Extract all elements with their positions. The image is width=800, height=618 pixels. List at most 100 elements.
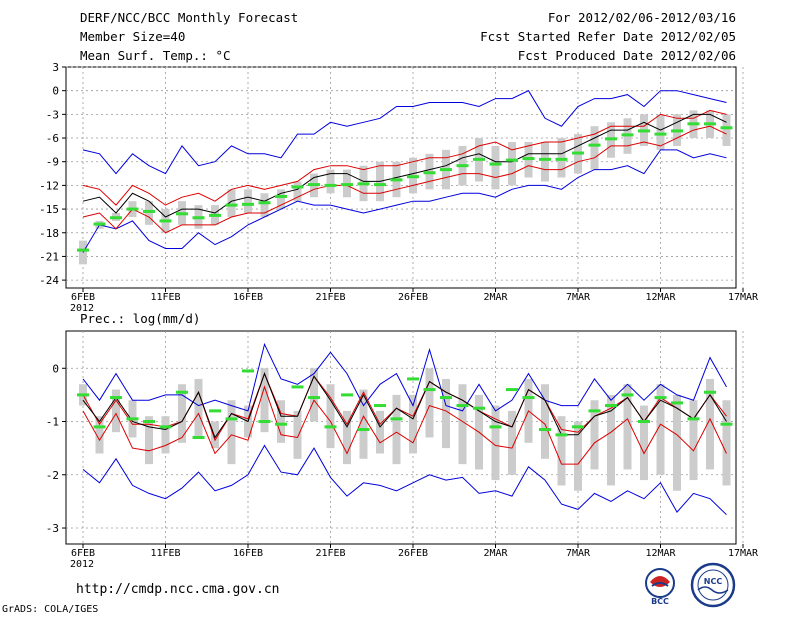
prec-mean-marker <box>324 425 337 429</box>
prec-box <box>260 368 269 433</box>
prec-mean-marker <box>258 420 271 424</box>
temp-mean-marker <box>390 178 403 182</box>
ncc-logo-text: NCC <box>704 577 723 586</box>
temp-x-tick-label: 6FEB <box>71 292 95 303</box>
prec-box <box>277 400 285 443</box>
temp-mean-marker <box>225 203 238 207</box>
forecast-produced-date: Fcst Produced Date 2012/02/06 <box>517 48 736 63</box>
temp-y-tick-label: -18 <box>39 227 59 240</box>
temp-mean-marker <box>159 219 172 223</box>
prec-box <box>161 416 170 454</box>
temp-inner-lower-line <box>82 125 727 234</box>
prec-mean-marker <box>704 390 716 394</box>
prec-box <box>227 400 236 465</box>
temp-mean-marker <box>506 158 518 162</box>
prec-box <box>574 421 582 491</box>
prec-y-tick-label: -1 <box>46 416 59 429</box>
temp-x-tick-label: 2MAR <box>483 292 508 303</box>
forecast-period: For 2012/02/06-2012/03/16 <box>547 10 736 25</box>
temp-mean-marker <box>522 157 535 161</box>
prec-box <box>310 368 318 422</box>
prec-box <box>541 384 549 459</box>
prec-mean-marker <box>572 425 584 429</box>
prec-mean-marker <box>720 422 733 426</box>
prec-box <box>706 378 714 470</box>
temp-x-tick-label: 16FEB <box>233 292 263 303</box>
prec-mean-marker <box>456 404 469 408</box>
prec-box <box>623 384 632 470</box>
prec-mean-marker <box>77 393 89 397</box>
prec-outer-lower-line <box>82 444 727 516</box>
prec-box <box>392 394 401 465</box>
temp-panel-label: Mean Surf. Temp.: °C <box>80 48 231 63</box>
prec-x-tick-label: 21FEB <box>315 548 345 559</box>
temp-y-tick-label: -21 <box>39 250 59 263</box>
prec-mean-marker <box>93 425 106 429</box>
prec-outer-upper-line <box>82 342 727 412</box>
prec-box <box>607 394 615 486</box>
temp-median-line <box>82 113 727 218</box>
temp-box <box>590 126 599 170</box>
temp-x-tick-label: 7MAR <box>566 292 591 303</box>
prec-x-tick-label: 12MAR <box>645 548 676 559</box>
temp-y-tick-label: 0 <box>52 85 59 98</box>
prec-mean-marker <box>522 396 535 400</box>
prec-mean-marker <box>225 417 238 421</box>
prec-mean-marker <box>341 393 353 397</box>
temp-mean-marker <box>77 248 89 252</box>
prec-mean-marker <box>605 404 617 408</box>
temp-outer-upper-line <box>82 90 727 175</box>
temp-mean-marker <box>341 183 353 187</box>
prec-inner-lower-line <box>82 385 727 465</box>
temp-box <box>293 181 302 202</box>
temp-mean-marker <box>423 171 436 175</box>
temp-box <box>244 189 252 214</box>
temp-box <box>541 141 549 182</box>
temp-box <box>260 193 269 217</box>
prec-x-tick-label: 6FEB <box>71 548 95 559</box>
temp-box <box>491 145 500 190</box>
prec-mean-marker <box>357 428 370 432</box>
prec-mean-marker <box>209 409 221 413</box>
prec-x-tick-label: 17MAR <box>728 548 759 559</box>
temp-mean-marker <box>176 212 188 216</box>
prec-box <box>491 405 500 481</box>
temp-mean-marker <box>720 126 733 130</box>
temp-y-tick-label: -6 <box>46 132 59 145</box>
prec-panel-label: Prec.: log(mm/d) <box>80 311 200 326</box>
prec-mean-marker <box>143 420 155 424</box>
temp-x-tick-label: 12MAR <box>645 292 676 303</box>
prec-box <box>376 410 384 454</box>
temp-mean-marker <box>143 209 155 213</box>
prec-mean-marker <box>423 388 436 392</box>
prec-mean-marker <box>506 388 518 392</box>
temp-year-label: 2012 <box>70 303 94 314</box>
prec-box <box>425 368 434 438</box>
temp-mean-marker <box>258 201 271 205</box>
prec-box <box>211 421 219 449</box>
prec-box <box>95 416 104 454</box>
prec-box <box>722 400 731 486</box>
prec-x-tick-label: 26FEB <box>398 548 428 559</box>
temp-y-tick-label: -24 <box>39 274 59 287</box>
temp-mean-marker <box>654 132 667 136</box>
prec-box <box>442 378 450 449</box>
temp-mean-marker <box>539 157 551 161</box>
temp-mean-marker <box>324 183 337 187</box>
prec-mean-marker <box>308 396 320 400</box>
prec-box <box>293 410 302 459</box>
temp-box <box>508 141 516 186</box>
prec-box <box>145 416 153 465</box>
prec-box <box>508 410 516 475</box>
temp-mean-marker <box>440 168 452 172</box>
temp-x-tick-label: 21FEB <box>315 292 345 303</box>
temp-mean-marker <box>555 157 568 161</box>
prec-x-tick-label: 16FEB <box>233 548 263 559</box>
temp-mean-marker <box>192 216 205 220</box>
prec-mean-marker <box>440 396 452 400</box>
temp-x-tick-label: 26FEB <box>398 292 428 303</box>
prec-mean-marker <box>539 428 551 432</box>
source-url[interactable]: http://cmdp.ncc.cma.gov.cn <box>76 582 280 597</box>
temp-y-tick-label: -12 <box>39 179 59 192</box>
prec-mean-marker <box>390 417 403 421</box>
